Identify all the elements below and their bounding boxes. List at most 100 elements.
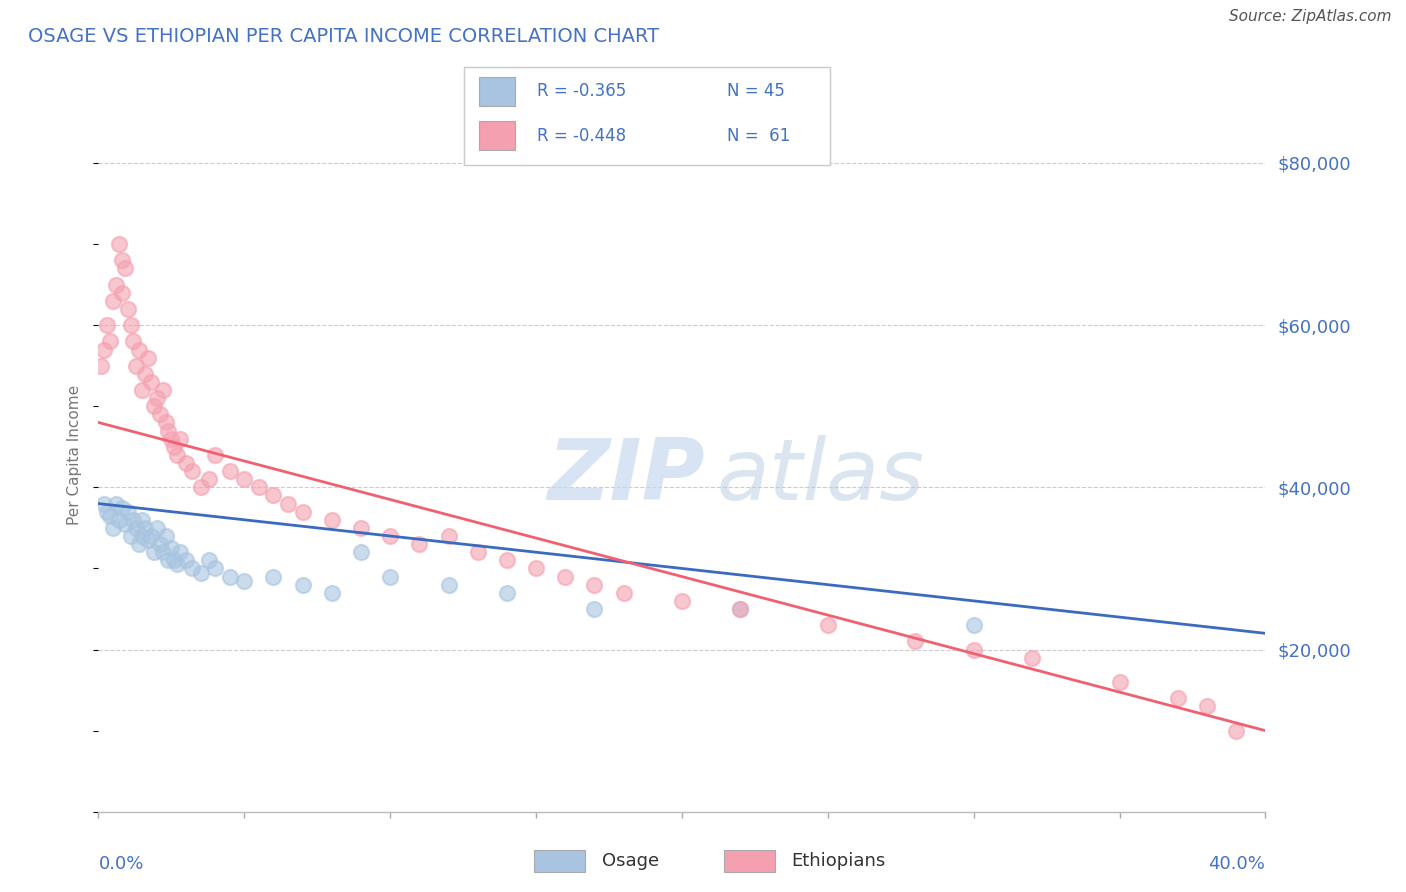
Point [131,513,153,527]
Point [160,432,183,446]
Point [117,301,139,316]
Text: R = -0.448: R = -0.448 [537,127,626,145]
Point [378,529,402,543]
Point [96,505,118,519]
Point [350,545,373,559]
Point [218,464,240,478]
Point [93,343,115,357]
Point [90,359,112,373]
Point [247,480,270,494]
Point [131,383,153,397]
Text: 40.0%: 40.0% [1209,855,1265,872]
Point [125,521,148,535]
Point [93,497,115,511]
Point [437,529,460,543]
Point [1195,699,1218,714]
Text: N = 45: N = 45 [727,82,785,101]
Point [166,558,188,572]
Point [321,513,343,527]
Y-axis label: Per Capita Income: Per Capita Income [67,384,83,525]
Text: Source: ZipAtlas.com: Source: ZipAtlas.com [1229,9,1392,24]
Point [233,574,256,588]
Point [98,508,121,523]
Bar [478,77,515,106]
Point [117,505,139,519]
Point [157,553,180,567]
Point [524,561,547,575]
Point [128,537,150,551]
Point [350,521,373,535]
Point [155,416,177,430]
Point [134,367,156,381]
Point [962,642,984,657]
Point [174,553,197,567]
Point [437,577,460,591]
Point [180,464,202,478]
Point [120,318,142,333]
Point [157,424,180,438]
Text: atlas: atlas [717,434,925,518]
Point [146,391,169,405]
Point [122,334,145,349]
Text: Osage: Osage [602,852,659,870]
Point [198,472,221,486]
Point [98,334,121,349]
Point [104,277,127,292]
Bar [534,849,585,872]
Point [163,553,186,567]
Point [1167,691,1189,706]
Point [96,318,118,333]
Point [114,516,136,531]
Point [152,383,174,397]
Point [198,553,221,567]
Point [139,529,162,543]
Point [467,545,489,559]
Point [142,545,165,559]
Point [155,529,177,543]
Point [101,293,124,308]
Point [1021,650,1043,665]
Point [136,533,159,547]
Point [160,541,183,556]
Point [149,408,172,422]
Point [149,537,172,551]
Point [108,237,131,252]
Point [120,529,142,543]
Point [204,561,226,575]
Point [904,634,927,648]
Point [166,448,188,462]
Point [554,569,576,583]
Point [495,553,517,567]
Point [111,285,134,300]
Point [495,586,517,600]
Point [152,545,174,559]
Point [139,375,162,389]
Bar [724,849,775,872]
Point [131,529,153,543]
Text: 0.0%: 0.0% [98,855,143,872]
Point [583,602,606,616]
Point [583,577,606,591]
Point [174,456,197,470]
Point [125,359,148,373]
Point [101,521,124,535]
Point [180,561,202,575]
Point [728,602,751,616]
Point [190,566,212,580]
Point [134,521,156,535]
Bar [478,121,515,151]
Point [114,261,136,276]
Point [671,594,693,608]
Point [321,586,343,600]
Point [817,618,839,632]
Text: OSAGE VS ETHIOPIAN PER CAPITA INCOME CORRELATION CHART: OSAGE VS ETHIOPIAN PER CAPITA INCOME COR… [28,27,659,45]
Point [169,545,191,559]
Point [1225,723,1247,738]
Point [128,343,150,357]
Point [262,488,284,502]
Point [204,448,226,462]
Point [142,399,165,413]
Text: Ethiopians: Ethiopians [792,852,886,870]
Point [122,513,145,527]
Text: ZIP: ZIP [547,434,706,518]
